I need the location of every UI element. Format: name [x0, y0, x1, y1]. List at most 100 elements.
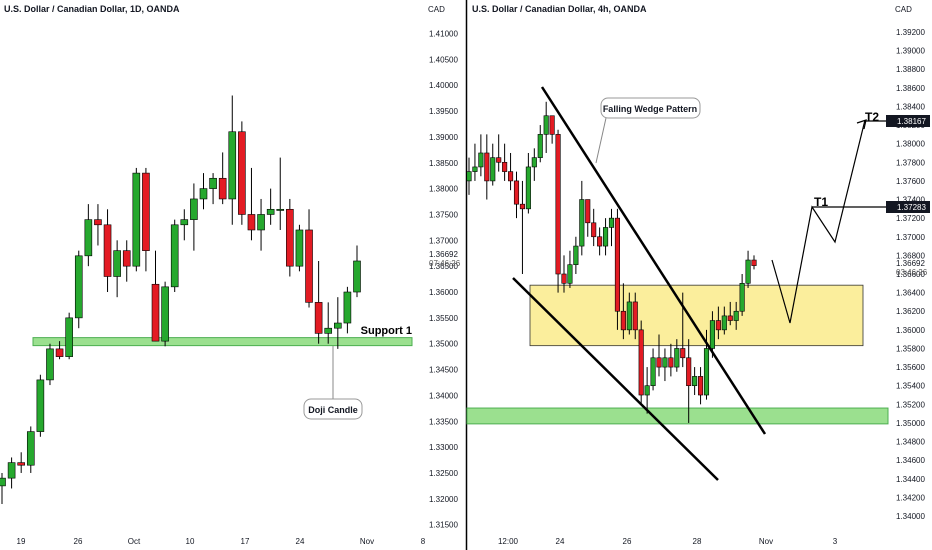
candle[interactable] — [218, 152, 227, 205]
candle[interactable] — [567, 250, 573, 288]
y-tick-label: 1.37000 — [896, 233, 925, 242]
candle[interactable] — [692, 367, 698, 396]
candle[interactable] — [579, 180, 585, 256]
y-tick-label: 1.38600 — [896, 84, 925, 93]
candle[interactable] — [65, 312, 73, 360]
doji-callout[interactable] — [303, 398, 363, 420]
candle[interactable] — [286, 198, 294, 277]
candle[interactable] — [7, 457, 16, 489]
candle[interactable] — [603, 218, 609, 256]
candle[interactable] — [496, 134, 502, 172]
candle[interactable] — [662, 348, 668, 382]
candle[interactable] — [353, 245, 361, 298]
candle[interactable] — [490, 143, 496, 186]
candle[interactable] — [151, 250, 160, 342]
wedge-upper-line[interactable] — [540, 86, 767, 435]
candle[interactable] — [614, 208, 620, 330]
candle[interactable] — [519, 180, 525, 274]
candle[interactable] — [549, 115, 555, 144]
candle-body — [662, 357, 668, 368]
candle[interactable] — [295, 224, 304, 272]
candle[interactable] — [170, 219, 179, 293]
candle[interactable] — [597, 227, 603, 256]
candle[interactable] — [199, 173, 208, 210]
candle[interactable] — [209, 173, 217, 205]
candle[interactable] — [733, 301, 739, 330]
candle[interactable] — [142, 167, 150, 272]
candle[interactable] — [508, 152, 514, 191]
candle[interactable] — [180, 209, 189, 241]
candle[interactable] — [698, 367, 704, 405]
candle[interactable] — [122, 240, 131, 282]
candle-body — [686, 357, 692, 387]
candle[interactable] — [555, 129, 561, 293]
candle[interactable] — [656, 334, 662, 377]
candle[interactable] — [644, 367, 650, 414]
candle[interactable] — [502, 143, 508, 181]
candle[interactable] — [26, 426, 35, 473]
y-tick-label: 1.32000 — [429, 495, 458, 504]
candle-body — [703, 348, 710, 396]
candle[interactable] — [638, 320, 644, 405]
candle[interactable] — [0, 472, 6, 504]
candle[interactable] — [561, 255, 567, 293]
candle[interactable] — [266, 188, 275, 225]
candle[interactable] — [484, 134, 490, 200]
wedge-lower-line[interactable] — [512, 277, 719, 481]
candle-body — [276, 208, 285, 211]
candle[interactable] — [686, 339, 692, 423]
candle[interactable] — [715, 306, 721, 340]
candle[interactable] — [113, 240, 121, 298]
candle-body — [620, 310, 626, 331]
candle[interactable] — [674, 339, 680, 372]
candle[interactable] — [537, 125, 543, 163]
candle[interactable] — [525, 152, 531, 214]
candle[interactable] — [543, 101, 549, 153]
candle[interactable] — [324, 302, 333, 344]
candle[interactable] — [228, 95, 237, 225]
candle[interactable] — [276, 157, 285, 230]
candle[interactable] — [751, 255, 757, 270]
candle[interactable] — [17, 452, 25, 473]
candle[interactable] — [94, 204, 102, 246]
y-tick-label: 1.37600 — [896, 177, 925, 186]
candle[interactable] — [74, 250, 83, 329]
candle[interactable] — [472, 143, 478, 181]
candle[interactable] — [585, 199, 591, 237]
candle[interactable] — [478, 134, 484, 177]
candle[interactable] — [573, 236, 579, 274]
candle[interactable] — [668, 343, 674, 377]
candle[interactable] — [257, 198, 265, 251]
candle[interactable] — [343, 286, 352, 334]
candle[interactable] — [745, 250, 751, 288]
candle[interactable] — [626, 292, 632, 335]
candle[interactable] — [632, 292, 638, 340]
candle[interactable] — [591, 208, 597, 247]
candle[interactable] — [190, 183, 198, 251]
candle[interactable] — [739, 274, 745, 316]
candle[interactable] — [314, 260, 323, 344]
candle[interactable] — [55, 341, 64, 360]
candle[interactable] — [608, 208, 615, 247]
candle[interactable] — [466, 157, 472, 195]
candle[interactable] — [531, 148, 537, 181]
y-tick-label: 1.34000 — [429, 391, 458, 400]
candle[interactable] — [721, 306, 727, 335]
candle[interactable] — [247, 167, 256, 241]
candle-body — [668, 357, 674, 368]
candle[interactable] — [727, 301, 733, 326]
candle[interactable] — [513, 171, 520, 219]
candle[interactable] — [238, 121, 246, 225]
candle[interactable] — [84, 204, 93, 267]
candle[interactable] — [650, 348, 656, 391]
candle[interactable] — [620, 283, 626, 340]
candle[interactable] — [132, 167, 141, 272]
candle[interactable] — [334, 297, 342, 349]
candle[interactable] — [36, 374, 45, 437]
wedge-callout[interactable] — [600, 97, 701, 119]
candle[interactable] — [103, 209, 112, 293]
candle[interactable] — [46, 343, 54, 386]
projection-arrowhead — [856, 119, 867, 130]
candle[interactable] — [161, 281, 169, 347]
candle[interactable] — [305, 209, 313, 308]
